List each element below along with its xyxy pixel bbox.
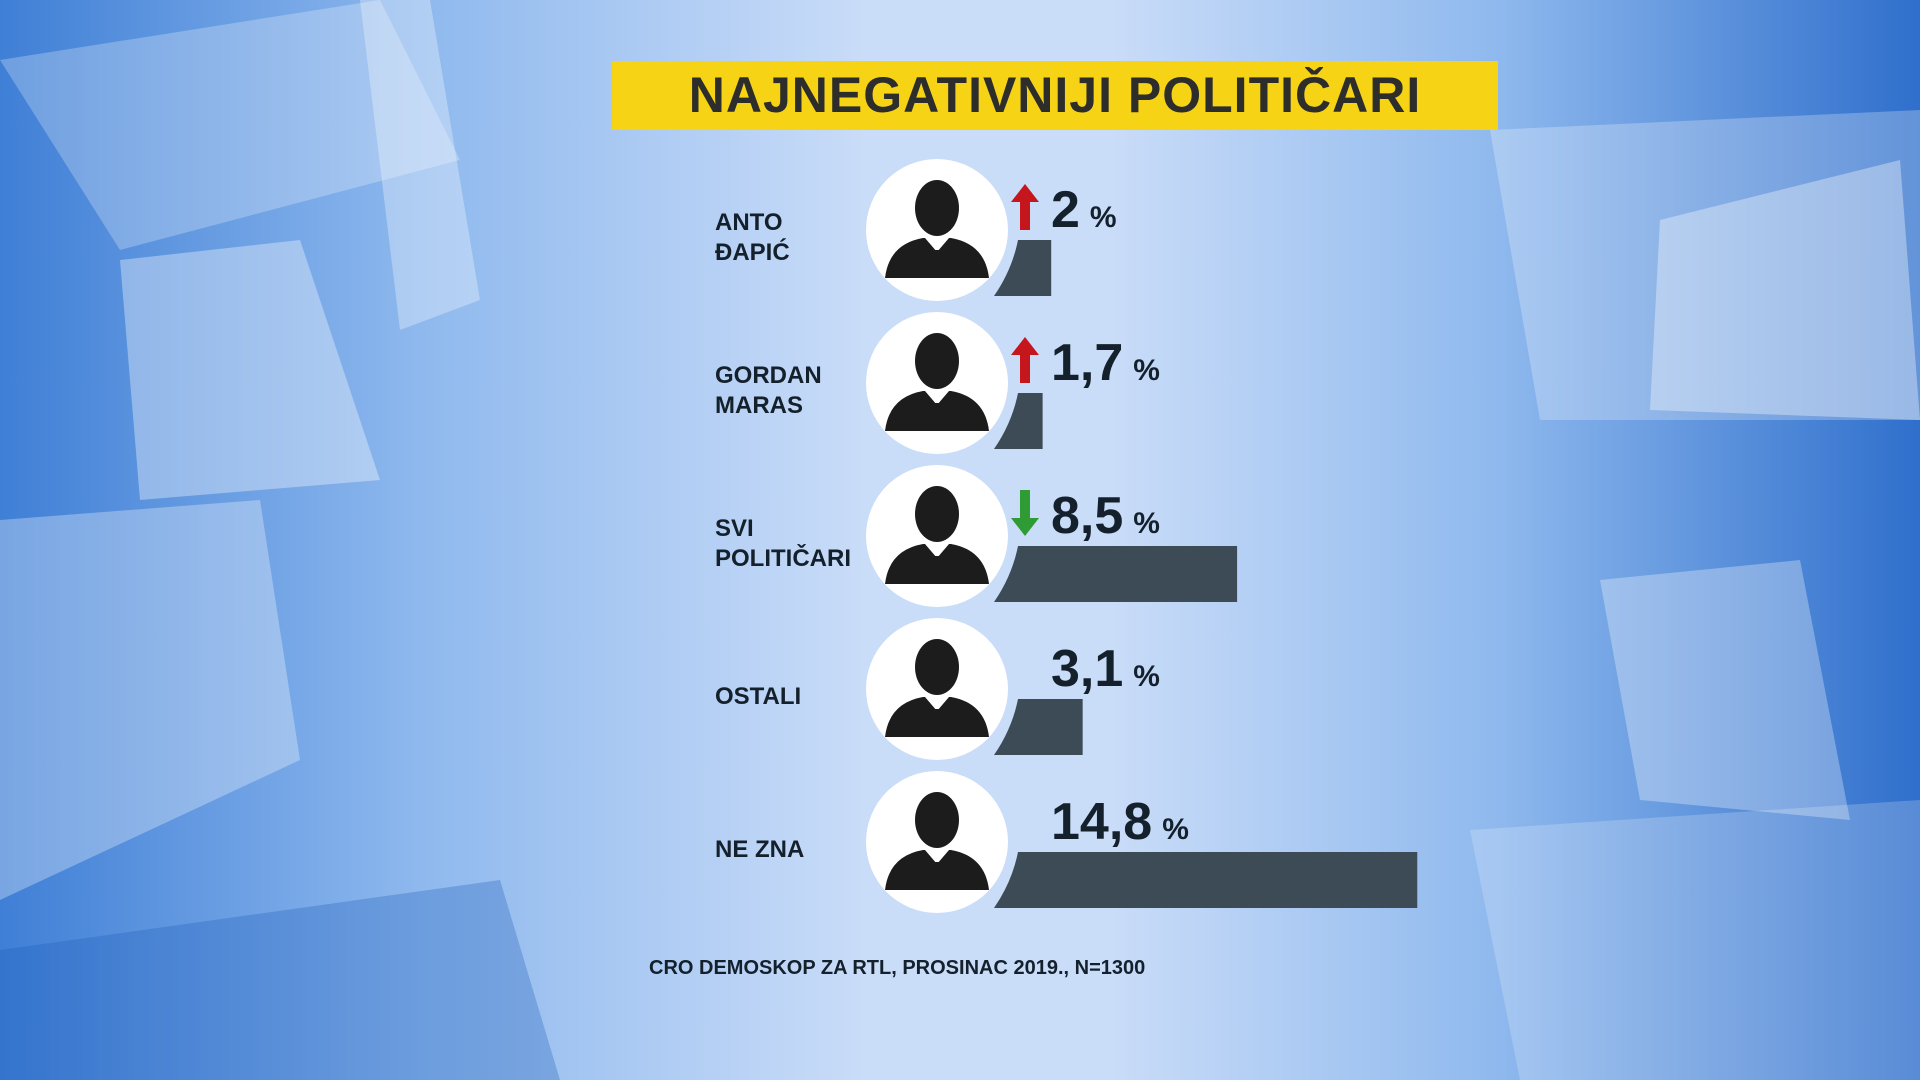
- avatar: [866, 159, 1008, 301]
- avatar: [866, 312, 1008, 454]
- silhouette-head: [915, 486, 959, 542]
- value-unit: %: [1133, 507, 1160, 540]
- decor: [0, 0, 460, 250]
- decor: [120, 240, 380, 500]
- decor: [0, 880, 560, 1080]
- silhouette-tie: [932, 556, 942, 584]
- trend-arrow: [1011, 184, 1039, 230]
- value-number: 2: [1051, 181, 1080, 239]
- category-label: SVI POLITIČARI: [715, 515, 851, 572]
- silhouette-tie: [932, 709, 942, 737]
- category-label: GORDAN MARAS: [715, 362, 822, 419]
- value-label: 14,8%: [1051, 792, 1189, 852]
- category-label: ANTO ĐAPIĆ: [715, 209, 790, 266]
- silhouette-head: [915, 639, 959, 695]
- value-number: 14,8: [1051, 793, 1153, 851]
- avatar: [866, 771, 1008, 913]
- silhouette-collar: [925, 544, 949, 558]
- value-label: 8,5%: [1051, 486, 1160, 546]
- value-label: 2%: [1051, 180, 1117, 240]
- decor: [0, 500, 300, 900]
- source-note: CRO DEMOSKOP ZA RTL, PROSINAC 2019., N=1…: [649, 957, 1146, 979]
- silhouette-head: [915, 792, 959, 848]
- value-number: 8,5: [1051, 487, 1124, 545]
- silhouette-collar: [925, 391, 949, 405]
- value-unit: %: [1133, 660, 1160, 693]
- avatar: [866, 465, 1008, 607]
- value-number: 1,7: [1051, 334, 1124, 392]
- silhouette-head: [915, 180, 959, 236]
- bar: [994, 699, 1083, 755]
- value-unit: %: [1133, 354, 1160, 387]
- bar: [994, 240, 1052, 296]
- silhouette-head: [915, 333, 959, 389]
- value-unit: %: [1089, 201, 1117, 234]
- silhouette-tie: [932, 250, 942, 278]
- silhouette-collar: [925, 850, 949, 864]
- silhouette-collar: [925, 697, 949, 711]
- chart-title: NAJNEGATIVNIJI POLITIČARI: [612, 61, 1498, 130]
- value-unit: %: [1162, 813, 1189, 846]
- avatar: [866, 618, 1008, 760]
- value-label: 3,1%: [1051, 639, 1160, 699]
- decor: [1600, 560, 1850, 820]
- value-number: 3,1: [1051, 640, 1124, 698]
- category-label: OSTALI: [715, 683, 802, 710]
- bar: [994, 393, 1043, 449]
- trend-arrow: [1011, 490, 1039, 536]
- decor: [1470, 800, 1920, 1080]
- silhouette-collar: [925, 238, 949, 252]
- silhouette-tie: [932, 862, 942, 890]
- decor: [360, 0, 480, 330]
- value-label: 1,7%: [1051, 333, 1160, 393]
- decor: [1490, 110, 1920, 420]
- decor: [1650, 160, 1920, 420]
- bar: [994, 852, 1418, 908]
- bar: [994, 546, 1238, 602]
- trend-arrow: [1011, 337, 1039, 383]
- category-label: NE ZNA: [715, 836, 805, 863]
- silhouette-tie: [932, 403, 942, 431]
